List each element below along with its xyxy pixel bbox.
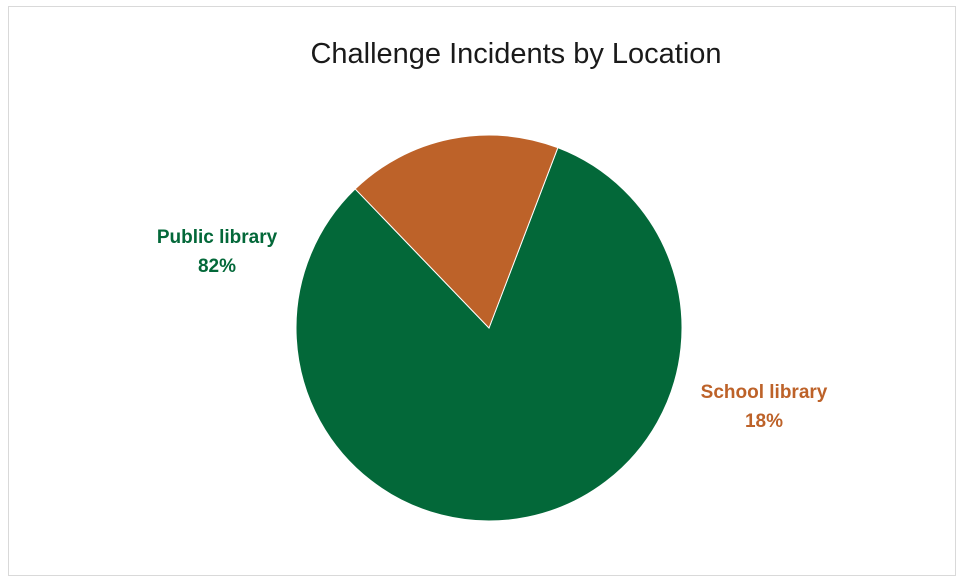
- pie-slice-public-library: [295, 147, 683, 522]
- chart-title: Challenge Incidents by Location: [310, 38, 722, 70]
- slice-label-name: School library: [701, 382, 828, 403]
- slice-label-name: Public library: [157, 227, 278, 248]
- pie-labels: Public library 82% School library 18%: [157, 227, 828, 432]
- slice-label-percent: 18%: [745, 411, 783, 432]
- pie-slice-school-library: [354, 134, 559, 329]
- pie-slices: [295, 134, 683, 522]
- slice-label-percent: 82%: [198, 256, 236, 277]
